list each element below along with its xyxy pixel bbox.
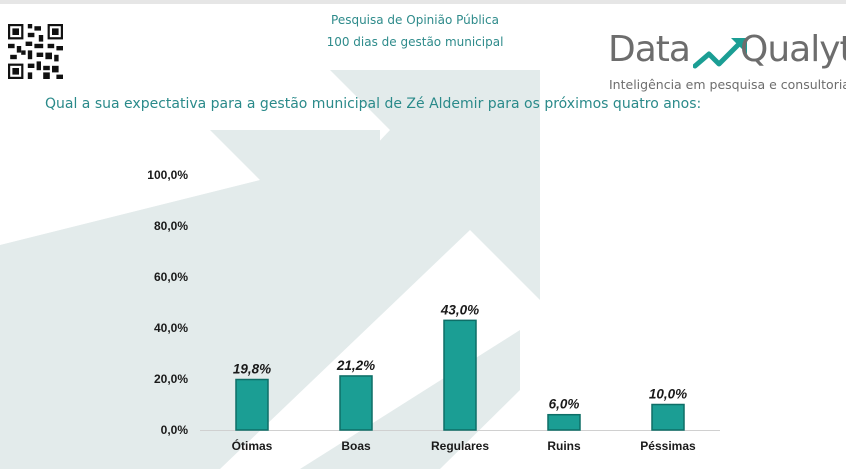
y-tick-label: 100,0% [147, 168, 188, 182]
data-label: 19,8% [233, 362, 271, 377]
data-label: 43,0% [440, 302, 479, 317]
survey-title: Pesquisa de Opinião Pública [331, 13, 499, 27]
x-category-label: Péssimas [640, 439, 696, 453]
logo-word-data: Data [608, 29, 691, 70]
y-tick-label: 40,0% [154, 321, 188, 335]
survey-subtitle: 100 dias de gestão municipal [326, 35, 504, 49]
dataqualyt-logo: Data Qualyt Inteligência em pesquisa e c… [600, 26, 846, 96]
y-tick-label: 60,0% [154, 270, 188, 284]
bar-boas [339, 375, 373, 431]
qr-code [8, 24, 63, 79]
top-border [0, 0, 846, 4]
logo-word-qualyt: Qualyt [740, 29, 846, 70]
data-label: 21,2% [336, 358, 375, 373]
data-label: 10,0% [649, 387, 687, 402]
bar-ótimas [235, 378, 269, 431]
logo-tagline: Inteligência em pesquisa e consultoria [609, 77, 846, 92]
y-tick-label: 80,0% [154, 219, 188, 233]
data-label: 6,0% [549, 397, 580, 412]
x-category-label: Regulares [431, 439, 489, 453]
x-category-label: Ruins [547, 439, 581, 453]
y-tick-label: 20,0% [154, 372, 188, 386]
y-tick-label: 0,0% [161, 423, 189, 437]
x-category-label: Ótimas [232, 438, 273, 453]
survey-question: Qual a sua expectativa para a gestão mun… [45, 96, 702, 112]
bar-regulares [443, 319, 477, 431]
bar-ruins [547, 413, 581, 431]
trend-arrow-icon [693, 38, 747, 69]
bar-péssimas [651, 403, 685, 431]
x-category-label: Boas [341, 439, 371, 453]
